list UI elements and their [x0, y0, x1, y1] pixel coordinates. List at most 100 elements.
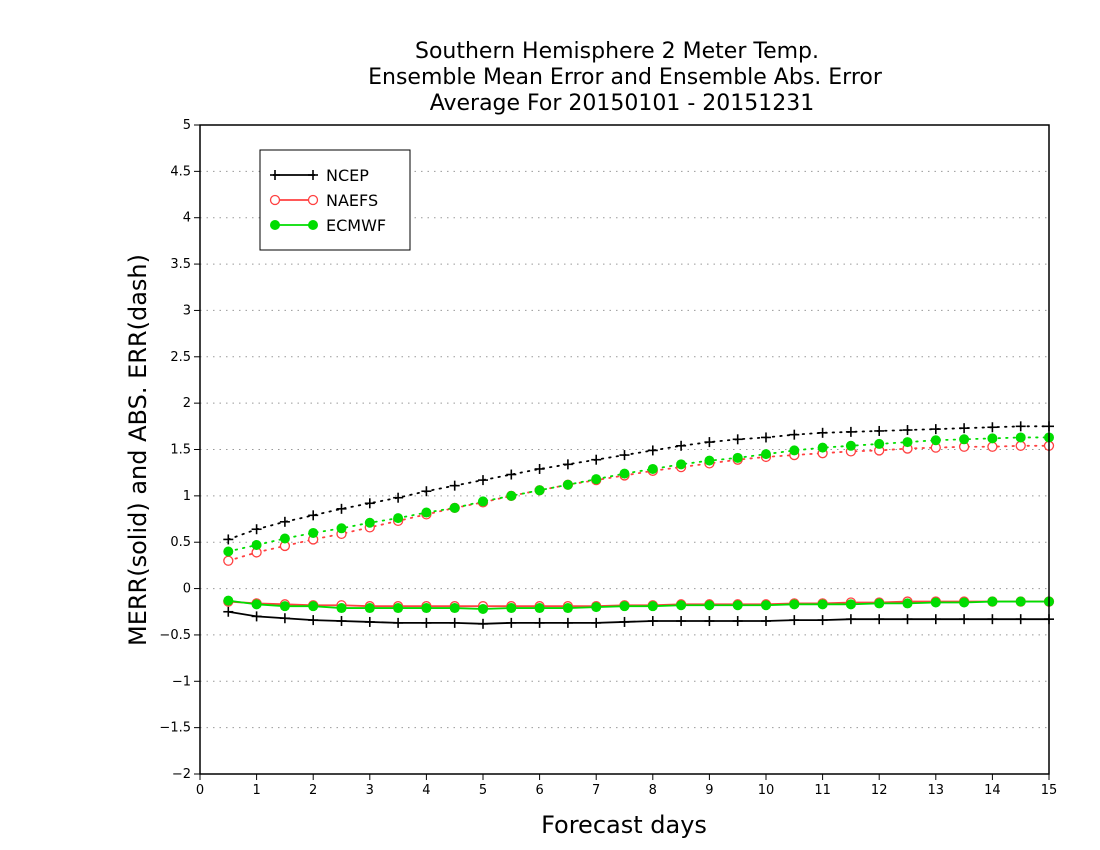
merr-point-ncep [959, 614, 970, 625]
legend-item-ecmwf: ECMWF [270, 216, 386, 235]
abs-err-point-ecmwf [393, 513, 404, 524]
x-tick-label: 3 [366, 783, 374, 798]
abs-err-point-ecmwf [506, 490, 517, 501]
merr-point-ncep [449, 617, 460, 628]
x-tick-label: 9 [705, 783, 713, 798]
merr-point-ecmwf [902, 598, 913, 609]
x-axis-ticks: 0 1 2 3 4 5 6 7 8 9 10 11 12 13 14 15 [196, 774, 1057, 798]
abs-err-point-ecmwf [223, 546, 234, 557]
abs-err-point-ncep [959, 423, 970, 434]
merr-point-ncep [647, 616, 658, 627]
x-tick-label: 11 [814, 783, 831, 798]
merr-point-ncep [1015, 614, 1026, 625]
abs-err-point-ecmwf [930, 435, 941, 446]
merr-point-ecmwf [279, 601, 290, 612]
merr-point-ncep [478, 618, 488, 629]
abs-err-point-naefs [223, 555, 234, 566]
merr-point-ecmwf [845, 599, 856, 610]
merr-point-ncep [902, 614, 913, 625]
abs-err-point-ecmwf [534, 485, 545, 496]
merr-point-ecmwf [647, 601, 658, 612]
abs-err-point-ecmwf [591, 474, 602, 485]
chart-title-line-3: Average For 20150101 - 20151231 [430, 91, 815, 116]
merr-point-ncep [591, 617, 602, 628]
merr-point-ecmwf [817, 599, 828, 610]
abs-err-point-naefs [987, 441, 998, 452]
merr-point-ecmwf [562, 603, 573, 614]
abs-err-point-ncep [534, 463, 545, 474]
legend-marker-naefs [269, 194, 281, 206]
merr-point-ncep [704, 616, 715, 627]
abs-err-point-ncep [874, 425, 885, 436]
merr-point-ecmwf [251, 599, 262, 610]
abs-err-point-ncep [591, 454, 602, 465]
y-tick-label: 3 [183, 303, 191, 318]
abs-err-point-ecmwf [845, 440, 856, 451]
merr-point-ecmwf [789, 599, 800, 610]
merr-point-ncep [421, 617, 432, 628]
abs-err-point-ncep [336, 503, 347, 514]
grid [200, 170, 1049, 729]
series-ecmwf [223, 432, 1054, 614]
merr-point-ecmwf [223, 595, 234, 606]
chart-title-line-1: Southern Hemisphere 2 Meter Temp. [415, 39, 819, 64]
y-tick-label: −1 [172, 674, 191, 689]
merr-point-ecmwf [987, 596, 998, 607]
abs-err-point-ecmwf [902, 437, 913, 448]
series-layer [223, 421, 1055, 629]
legend-label-naefs: NAEFS [326, 191, 378, 210]
abs-err-point-ncep [308, 510, 319, 521]
abs-err-line-naefs [227, 444, 1050, 562]
abs-err-point-ncep [364, 498, 375, 509]
abs-err-point-ncep [619, 450, 630, 461]
merr-point-ecmwf [364, 603, 375, 614]
abs-err-point-ncep [676, 440, 687, 451]
y-tick-label: 3.5 [170, 257, 191, 272]
y-tick-label: 2 [183, 396, 191, 411]
abs-err-point-ecmwf [789, 445, 800, 456]
abs-err-point-ncep [647, 445, 658, 456]
x-tick-label: 7 [592, 783, 600, 798]
merr-point-ncep [562, 617, 573, 628]
y-tick-label: 1 [183, 489, 191, 504]
merr-point-ncep [874, 614, 885, 625]
abs-err-point-ecmwf [704, 455, 715, 466]
x-tick-label: 10 [758, 783, 775, 798]
merr-line-ncep [228, 610, 1049, 625]
x-tick-label: 1 [252, 783, 260, 798]
merr-point-ncep [279, 613, 290, 624]
merr-point-ecmwf [336, 603, 347, 614]
y-tick-label: −1.5 [159, 721, 191, 736]
merr-point-ecmwf [676, 600, 687, 611]
legend-label-ecmwf: ECMWF [326, 216, 386, 235]
y-tick-label: 0.5 [170, 535, 191, 550]
y-tick-label: 5 [183, 118, 191, 133]
abs-err-point-ncep [449, 480, 460, 491]
abs-err-point-ncep [704, 437, 715, 448]
x-tick-label: 0 [196, 783, 204, 798]
merr-point-ncep [676, 616, 687, 627]
plot-frame [199, 124, 1050, 775]
merr-point-ncep [506, 617, 517, 628]
x-axis-label: Forecast days [541, 811, 707, 839]
x-tick-label: 8 [649, 783, 657, 798]
abs-err-point-ecmwf [1015, 432, 1026, 443]
abs-err-point-ecmwf [336, 523, 347, 534]
y-tick-label: 1.5 [170, 443, 191, 458]
abs-err-point-ecmwf [308, 527, 319, 538]
abs-err-point-ncep [732, 434, 743, 445]
legend-item-naefs: NAEFS [269, 191, 378, 210]
x-tick-label: 5 [479, 783, 487, 798]
merr-point-ncep [223, 606, 234, 617]
x-tick-label: 6 [535, 783, 543, 798]
merr-point-ecmwf [393, 603, 404, 614]
y-tick-label: 4.5 [170, 164, 191, 179]
merr-point-ecmwf [619, 601, 630, 612]
abs-err-line-ncep [227, 425, 1050, 541]
legend-label-ncep: NCEP [326, 166, 369, 185]
abs-err-point-ncep [279, 516, 290, 527]
abs-err-point-ncep [393, 492, 404, 503]
x-tick-label: 2 [309, 783, 317, 798]
abs-err-point-ncep [930, 424, 941, 435]
